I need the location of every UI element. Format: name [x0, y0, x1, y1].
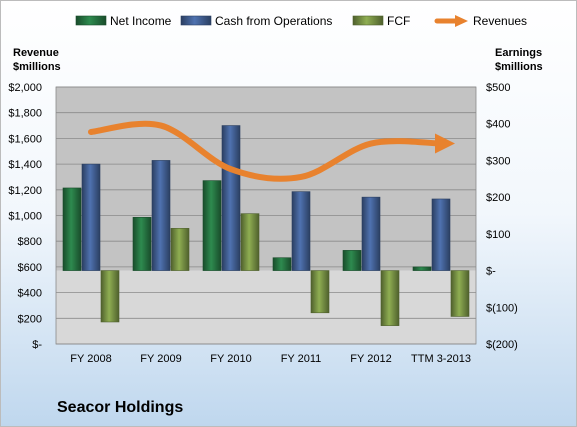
revenues-line — [88, 120, 444, 182]
bar-cash-from-operations — [81, 163, 101, 271]
x-axis-tick-label: FY 2008 — [70, 353, 111, 365]
left-axis-tick-label: $400 — [18, 288, 42, 300]
left-axis-tick-label: $600 — [18, 262, 42, 274]
bar-fcf — [310, 270, 330, 314]
bar-net-income — [62, 187, 82, 271]
bar-fcf — [240, 213, 260, 271]
plot-border — [55, 86, 477, 345]
revenues-arrowhead — [435, 133, 455, 154]
bar-fcf — [380, 270, 400, 326]
x-axis-tick-label: TTM 3-2013 — [411, 353, 471, 365]
right-axis-tick-label: $200 — [486, 192, 510, 204]
left-axis-tick-label: $200 — [18, 313, 42, 325]
chart-title: Seacor Holdings — [57, 399, 184, 416]
right-axis-tick-label: $(200) — [486, 339, 518, 351]
bar-fcf — [450, 270, 470, 317]
x-axis-tick-label: FY 2009 — [140, 353, 181, 365]
legend-label: Revenues — [473, 14, 527, 28]
x-axis-tick-label: FY 2010 — [210, 353, 251, 365]
bar-net-income — [272, 257, 292, 271]
right-axis-tick-label: $100 — [486, 229, 510, 241]
left-axis-tick-label: $1,200 — [8, 185, 42, 197]
legend-label: FCF — [387, 14, 410, 28]
bar-net-income — [132, 217, 152, 271]
left-axis-tick-label: $1,800 — [8, 108, 42, 120]
legend-swatch-fcf — [352, 15, 384, 26]
x-axis-tick-label: FY 2012 — [350, 353, 391, 365]
left-axis-tick-label: $1,000 — [8, 211, 42, 223]
bar-cash-from-operations — [151, 160, 171, 271]
left-axis-tick-label: $1,400 — [8, 159, 42, 171]
left-axis-tick-label: $800 — [18, 236, 42, 248]
right-axis-tick-label: $300 — [486, 155, 510, 167]
bar-net-income — [202, 180, 222, 271]
legend-swatch-revenues-arrow — [455, 15, 468, 27]
bar-cash-from-operations — [221, 125, 241, 271]
legend-swatch-net-income — [75, 15, 107, 26]
right-axis-tick-label: $- — [486, 266, 496, 278]
bar-fcf — [100, 270, 120, 323]
bar-net-income — [342, 250, 362, 271]
bar-cash-from-operations — [361, 196, 381, 271]
right-axis-tick-label: $(100) — [486, 302, 518, 314]
bar-net-income — [412, 266, 432, 271]
bar-fcf — [170, 228, 190, 271]
left-axis-tick-label: $2,000 — [8, 82, 42, 94]
bar-cash-from-operations — [291, 191, 311, 271]
plot-area-lower — [56, 270, 476, 344]
right-axis-tick-label: $500 — [486, 82, 510, 94]
bar-cash-from-operations — [431, 198, 451, 271]
left-axis-label: Revenue — [13, 47, 59, 59]
left-axis-tick-label: $1,600 — [8, 133, 42, 145]
legend-swatch-cash-from-operations — [180, 15, 212, 26]
right-axis-label: Earnings — [495, 47, 542, 59]
x-axis-tick-label: FY 2011 — [281, 353, 322, 365]
legend-label: Cash from Operations — [215, 14, 332, 28]
right-axis-label: $millions — [495, 61, 543, 73]
left-axis-label: $millions — [13, 61, 61, 73]
legend-label: Net Income — [110, 14, 172, 28]
left-axis-tick-label: $- — [32, 339, 42, 351]
right-axis-tick-label: $400 — [486, 119, 510, 131]
